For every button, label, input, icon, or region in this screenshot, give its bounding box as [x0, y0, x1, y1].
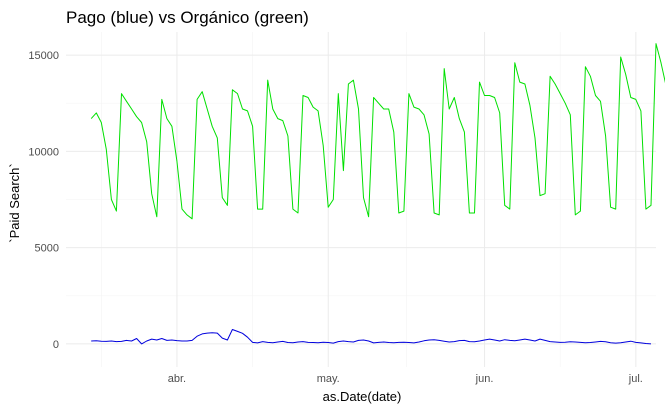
y-tick-label: 5000 [35, 243, 59, 255]
grid [66, 32, 656, 367]
x-tick-label: abr. [168, 373, 186, 385]
y-axis-ticks: 0 5000 10000 15000 [28, 50, 59, 351]
x-axis-label: as.Date(date) [323, 389, 402, 404]
y-tick-label: 15000 [28, 50, 59, 62]
x-tick-label: jun. [475, 373, 494, 385]
y-tick-label: 10000 [28, 146, 59, 158]
x-tick-label: may. [317, 373, 340, 385]
series-layer [90, 43, 665, 345]
series-line-2 [91, 329, 652, 345]
x-tick-label: jul. [628, 373, 643, 385]
series-line-1 [90, 43, 665, 220]
y-tick-label: 0 [53, 339, 59, 351]
y-axis-label: `Paid Search` [7, 163, 22, 242]
chart-title: Pago (blue) vs Orgánico (green) [66, 8, 309, 27]
x-axis-ticks: abr. may. jun. jul. [168, 373, 643, 385]
